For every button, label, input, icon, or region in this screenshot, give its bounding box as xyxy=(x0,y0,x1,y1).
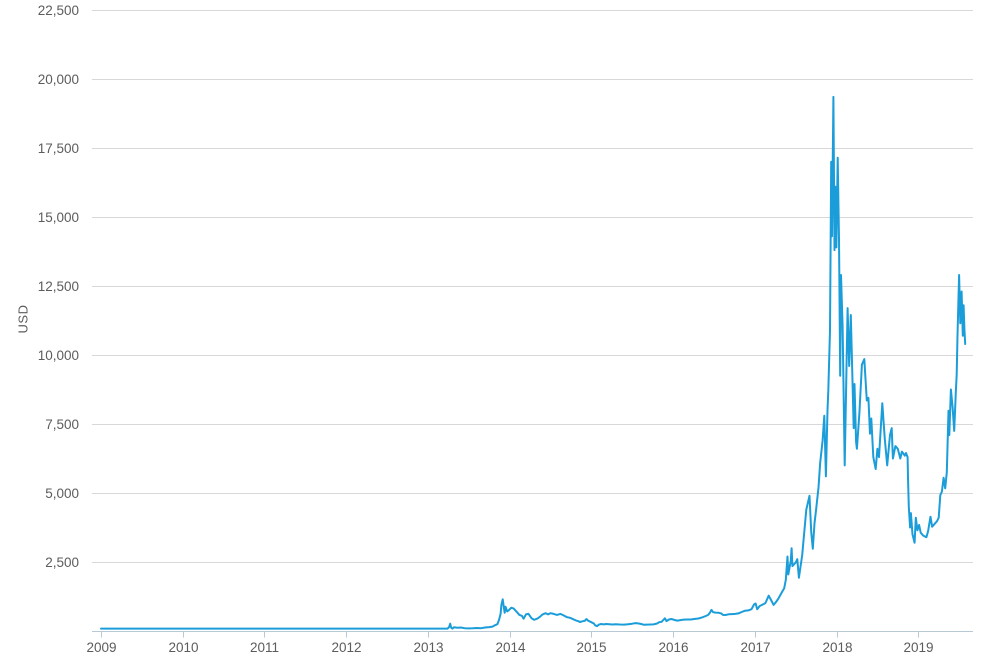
y-tick-label: 10,000 xyxy=(38,348,79,363)
x-tick-label: 2011 xyxy=(250,640,279,655)
x-tick-label: 2013 xyxy=(413,640,443,655)
x-tick-label: 2017 xyxy=(740,640,770,655)
x-tick-label: 2018 xyxy=(822,640,852,655)
y-tick-label: 7,500 xyxy=(45,417,79,432)
y-tick-label: 12,500 xyxy=(38,279,79,294)
y-tick-label: 20,000 xyxy=(38,72,79,87)
x-tick-label: 2010 xyxy=(168,640,198,655)
y-axis-title: USD xyxy=(15,304,31,334)
x-tick-label: 2016 xyxy=(658,640,688,655)
y-tick-label: 15,000 xyxy=(38,210,79,225)
y-tick-label: 17,500 xyxy=(38,141,79,156)
y-tick-label: 5,000 xyxy=(45,486,79,501)
x-tick-label: 2012 xyxy=(331,640,361,655)
x-tick-label: 2019 xyxy=(903,640,933,655)
x-tick-label: 2009 xyxy=(86,640,116,655)
x-tick-label: 2015 xyxy=(576,640,606,655)
y-tick-label: 2,500 xyxy=(45,555,79,570)
price-line xyxy=(100,95,967,630)
y-tick-label: 22,500 xyxy=(38,3,79,18)
x-tick-label: 2014 xyxy=(495,640,526,655)
